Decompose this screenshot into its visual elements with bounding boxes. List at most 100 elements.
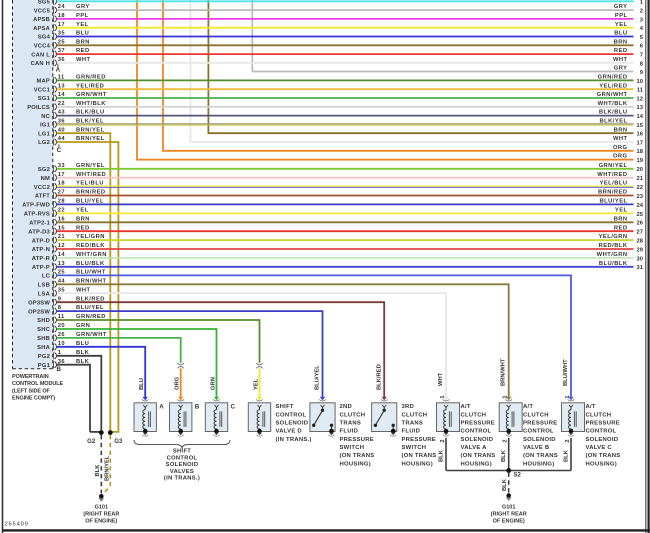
svg-text:VCC1: VCC1 [34,87,51,93]
svg-text:PRESSURE: PRESSURE [340,437,374,443]
svg-text:POILCS: POILCS [27,105,50,111]
svg-text:15: 15 [58,225,66,231]
svg-text:NM: NM [41,176,50,182]
svg-text:(ON TRANS: (ON TRANS [340,453,375,459]
svg-text:A: A [56,66,61,73]
svg-text:1: 1 [503,395,509,398]
svg-text:GRN/WHT: GRN/WHT [76,92,107,98]
svg-text:37: 37 [58,48,65,54]
svg-text:CONTROL MODULE: CONTROL MODULE [12,381,63,387]
svg-text:C: C [57,147,62,154]
svg-text:OF ENGINE): OF ENGINE) [85,519,117,525]
svg-text:BLK/YEL: BLK/YEL [76,119,104,125]
svg-text:YEL: YEL [615,208,628,214]
svg-text:35: 35 [58,287,66,293]
svg-text:BRN/YEL: BRN/YEL [105,455,111,481]
svg-text:9: 9 [640,70,644,76]
svg-text:ATP-N: ATP-N [32,247,50,253]
svg-text:LG2: LG2 [38,140,50,146]
svg-text:WHT: WHT [613,57,628,63]
svg-text:ATP-RVS: ATP-RVS [24,212,50,218]
svg-text:19: 19 [637,158,644,164]
svg-text:HOUSING): HOUSING) [586,461,617,467]
svg-text:9: 9 [58,296,62,302]
svg-text:ATP-FWD: ATP-FWD [22,203,50,209]
svg-text:RED/BLK: RED/BLK [599,243,628,249]
svg-text:GRN: GRN [210,377,216,390]
svg-text:SHA: SHA [37,345,50,351]
svg-text:VALVE B: VALVE B [523,445,549,451]
svg-text:BLK/BLU: BLK/BLU [599,110,628,116]
svg-text:1: 1 [440,395,446,398]
svg-text:33: 33 [58,163,66,169]
svg-text:WHT/RED: WHT/RED [597,172,627,178]
svg-text:2: 2 [640,9,643,15]
svg-text:BLK: BLK [95,464,101,477]
svg-text:IG1: IG1 [40,123,51,129]
svg-text:1: 1 [58,350,62,356]
svg-text:G101: G101 [95,504,108,510]
svg-text:5: 5 [640,35,644,41]
svg-text:A/T: A/T [461,404,471,410]
svg-text:HOUSING): HOUSING) [461,461,492,467]
svg-text:A/T: A/T [586,404,596,410]
svg-text:LSB: LSB [38,283,50,289]
svg-text:VCC2: VCC2 [34,185,50,191]
svg-text:B: B [195,403,200,410]
svg-text:11: 11 [637,88,644,94]
svg-text:CONTROL: CONTROL [276,412,307,418]
svg-text:28: 28 [637,239,644,245]
svg-text:SWITCH: SWITCH [340,445,365,451]
svg-text:YEL/GRN: YEL/GRN [76,234,105,240]
svg-text:ORG: ORG [613,154,628,160]
svg-text:WHT/BLK: WHT/BLK [598,101,628,107]
svg-text:44: 44 [58,278,66,284]
svg-text:14: 14 [58,92,66,98]
svg-text:LSA: LSA [38,291,51,297]
svg-text:28: 28 [58,199,66,205]
svg-text:SG2: SG2 [38,167,50,173]
svg-text:ATP-D3: ATP-D3 [28,229,50,235]
svg-text:SHIFT: SHIFT [276,404,294,410]
svg-text:25: 25 [58,39,66,45]
svg-text:BRN/RED: BRN/RED [76,190,106,196]
svg-text:WHT: WHT [613,136,628,142]
svg-text:17: 17 [58,172,65,178]
svg-text:CONTROL: CONTROL [461,429,492,435]
svg-text:SOLENOID: SOLENOID [166,462,199,468]
svg-text:ATFT: ATFT [35,194,50,200]
svg-text:SOLENOID: SOLENOID [523,437,556,443]
svg-text:GRY: GRY [614,66,628,72]
svg-text:WHT: WHT [76,287,91,293]
svg-text:APSA: APSA [33,26,51,32]
svg-text:SG4: SG4 [38,35,51,41]
svg-text:VALVES: VALVES [170,469,194,475]
svg-text:36: 36 [58,359,66,365]
svg-text:VALVE C: VALVE C [586,445,613,451]
svg-text:14: 14 [637,114,644,120]
svg-text:SOLENOID: SOLENOID [276,421,309,427]
svg-text:SHD: SHD [37,318,50,324]
svg-text:22: 22 [58,208,65,214]
svg-text:B: B [56,366,61,373]
svg-text:HOUSING): HOUSING) [402,461,433,467]
svg-text:8: 8 [58,305,62,311]
svg-text:12: 12 [637,96,643,102]
svg-text:36: 36 [58,57,66,63]
svg-text:VALVE A: VALVE A [461,445,488,451]
svg-text:(IN TRANS.): (IN TRANS.) [164,476,200,482]
svg-text:LG1: LG1 [38,131,50,137]
svg-text:CLUTCH: CLUTCH [340,412,366,418]
svg-text:PRESSURE: PRESSURE [523,421,557,427]
svg-text:22: 22 [58,101,65,107]
svg-text:BLK/YEL: BLK/YEL [600,119,628,125]
svg-text:CLUTCH: CLUTCH [461,412,487,418]
svg-text:OP3SW: OP3SW [28,300,50,306]
svg-text:24: 24 [637,203,644,209]
svg-text:13: 13 [58,261,66,267]
svg-text:BLK/BLU: BLK/BLU [76,110,105,116]
svg-text:20: 20 [637,167,643,173]
svg-text:S2: S2 [514,473,522,479]
svg-text:(RIGHT REAR: (RIGHT REAR [491,512,527,518]
svg-text:G2: G2 [87,439,96,445]
